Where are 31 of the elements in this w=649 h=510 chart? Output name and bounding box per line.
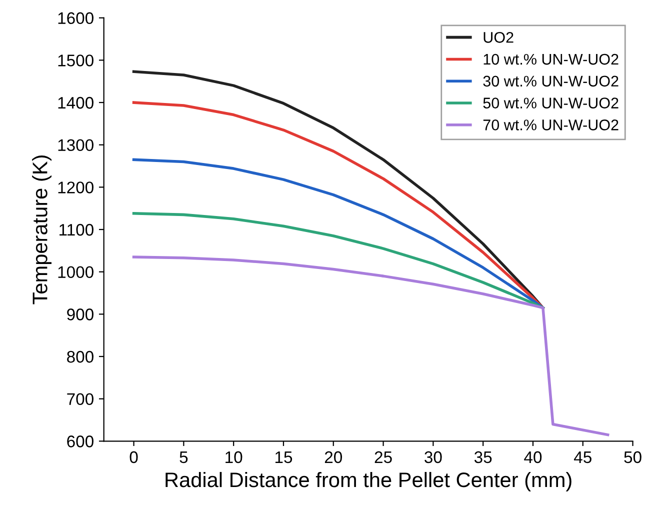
x-tick-label: 50 [624, 451, 642, 464]
x-tick-label: 40 [524, 451, 542, 464]
x-axis-title: Radial Distance from the Pellet Center (mm) [166, 472, 572, 492]
y-tick-label: 800 [67, 350, 94, 363]
line-series [132, 212, 544, 310]
legend-label: 50 wt.% UN-W-UO2 [483, 98, 618, 108]
y-axis-title: Temperature (K) [32, 156, 52, 304]
x-tick-label: 35 [474, 451, 492, 464]
x-tick-label: 5 [180, 451, 188, 464]
legend-label: 70 wt.% UN-W-UO2 [483, 120, 618, 130]
legend-label: 30 wt.% UN-W-UO2 [483, 76, 618, 87]
x-tick-label: 15 [275, 451, 292, 464]
x-tick-label: 30 [424, 451, 442, 464]
y-tick-label: 1400 [58, 96, 94, 109]
y-tick-label: 1100 [60, 224, 94, 236]
x-tick-label: 0 [130, 451, 138, 464]
x-tick-label: 45 [574, 451, 592, 464]
y-tick-label: 1600 [58, 12, 94, 24]
y-tick-label: 1200 [58, 182, 94, 194]
y-tick-label: 1500 [58, 54, 94, 66]
y-tick-label: 600 [67, 436, 94, 448]
y-tick-label: 1000 [58, 266, 94, 278]
line-series [132, 256, 610, 436]
x-tick-label: 25 [374, 451, 392, 464]
x-tick-label: 10 [226, 451, 242, 464]
x-tick-label: 20 [324, 451, 342, 464]
y-tick-label: 700 [67, 393, 94, 406]
y-tick-label: 900 [67, 308, 94, 320]
legend-label: UO2 [484, 32, 514, 43]
y-tick-label: 1300 [58, 139, 94, 152]
legend-label: 10 wt.% UN-W-UO2 [484, 54, 618, 65]
